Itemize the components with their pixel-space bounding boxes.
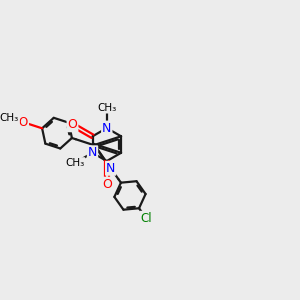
Text: O: O <box>19 116 28 129</box>
Text: N: N <box>88 146 97 159</box>
Text: Cl: Cl <box>140 212 152 225</box>
Text: N: N <box>102 122 112 135</box>
Text: O: O <box>68 118 77 131</box>
Text: N: N <box>106 162 116 175</box>
Text: O: O <box>102 178 112 191</box>
Text: CH₃: CH₃ <box>0 112 19 123</box>
Text: CH₃: CH₃ <box>65 158 85 168</box>
Text: CH₃: CH₃ <box>97 103 116 113</box>
